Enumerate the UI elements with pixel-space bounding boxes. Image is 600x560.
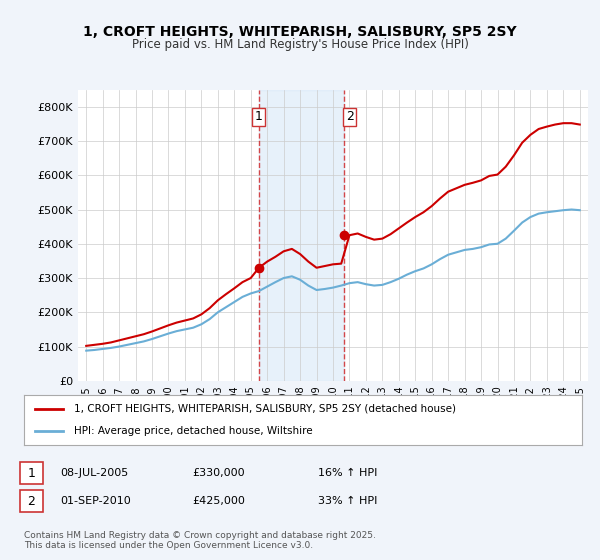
Text: 1: 1	[254, 110, 262, 123]
Text: 16% ↑ HPI: 16% ↑ HPI	[318, 468, 377, 478]
Text: 1: 1	[27, 466, 35, 480]
Text: 1, CROFT HEIGHTS, WHITEPARISH, SALISBURY, SP5 2SY (detached house): 1, CROFT HEIGHTS, WHITEPARISH, SALISBURY…	[74, 404, 456, 414]
Bar	[259, 90, 344, 381]
Text: 2: 2	[27, 494, 35, 508]
Text: 2: 2	[346, 110, 353, 123]
Text: 01-SEP-2010: 01-SEP-2010	[60, 496, 131, 506]
Text: 33% ↑ HPI: 33% ↑ HPI	[318, 496, 377, 506]
Text: Contains HM Land Registry data © Crown copyright and database right 2025.
This d: Contains HM Land Registry data © Crown c…	[24, 530, 376, 550]
Text: Price paid vs. HM Land Registry's House Price Index (HPI): Price paid vs. HM Land Registry's House …	[131, 38, 469, 50]
Text: £330,000: £330,000	[192, 468, 245, 478]
Text: 1, CROFT HEIGHTS, WHITEPARISH, SALISBURY, SP5 2SY: 1, CROFT HEIGHTS, WHITEPARISH, SALISBURY…	[83, 25, 517, 39]
Text: 08-JUL-2005: 08-JUL-2005	[60, 468, 128, 478]
Text: HPI: Average price, detached house, Wiltshire: HPI: Average price, detached house, Wilt…	[74, 426, 313, 436]
Text: £425,000: £425,000	[192, 496, 245, 506]
